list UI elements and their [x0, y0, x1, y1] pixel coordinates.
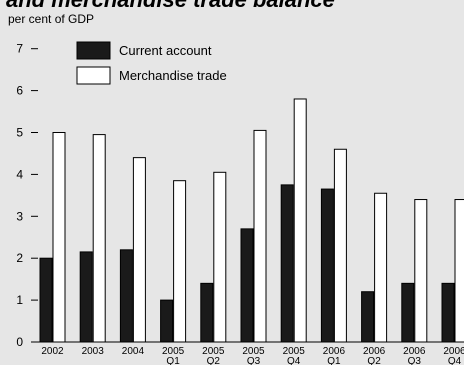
x-tick-label: Q3	[408, 356, 422, 365]
bar-merchandise-trade	[92, 134, 106, 343]
y-tick-label: 7	[16, 42, 23, 56]
y-tick-label: 6	[16, 84, 23, 98]
bar-merchandise-trade	[374, 192, 388, 343]
y-tick-label: 5	[16, 126, 23, 140]
legend-swatch-merchandise-trade	[76, 66, 111, 85]
chart-title: and merchandise trade balance	[6, 0, 335, 13]
legend-label-merchandise-trade: Merchandise trade	[119, 68, 227, 83]
bar-current-account	[240, 228, 254, 343]
bar-merchandise-trade	[333, 148, 347, 343]
legend-label-current-account: Current account	[119, 43, 212, 58]
bar-merchandise-trade	[454, 199, 464, 343]
bar-current-account	[361, 291, 375, 343]
x-tick-label: Q3	[247, 356, 261, 365]
bar-merchandise-trade	[173, 180, 187, 343]
bar-current-account	[160, 299, 174, 343]
x-tick-label: 2005	[162, 346, 185, 357]
bar-merchandise-trade	[52, 132, 66, 343]
bars	[39, 98, 464, 343]
x-tick-label: 2005	[202, 346, 225, 357]
x-tick-label: 2004	[122, 346, 145, 357]
x-tick-label: 2006	[323, 346, 346, 357]
y-tick-label: 1	[16, 293, 23, 307]
bar-merchandise-trade	[414, 199, 428, 343]
y-tick-label: 4	[16, 167, 23, 181]
bar-merchandise-trade	[253, 129, 267, 343]
x-tick-label: 2006	[363, 346, 386, 357]
bar-current-account	[401, 282, 415, 343]
x-tick-label: 2002	[41, 346, 64, 357]
y-tick-label: 2	[16, 251, 23, 265]
x-tick-label: 2006	[403, 346, 426, 357]
bar-merchandise-trade	[132, 157, 146, 343]
x-tick-label: 2005	[242, 346, 265, 357]
legend-swatch-current-account	[76, 41, 111, 60]
y-tick-label: 0	[16, 335, 23, 349]
bar-current-account	[280, 184, 294, 343]
x-tick-label: Q2	[207, 356, 221, 365]
bar-current-account	[39, 257, 53, 343]
x-tick-label: Q4	[287, 356, 301, 365]
bar-merchandise-trade	[213, 171, 227, 343]
bar-current-account	[119, 249, 133, 343]
bar-current-account	[320, 188, 334, 343]
x-axis-labels: 2002 2003 2004 2005Q12005Q22005Q32005Q42006…	[41, 346, 464, 365]
x-tick-label: Q2	[367, 356, 381, 365]
bar-current-account	[200, 282, 214, 343]
x-tick-label: 2003	[82, 346, 105, 357]
bar-current-account	[441, 282, 455, 343]
x-tick-label: Q1	[327, 356, 341, 365]
bar-current-account	[79, 251, 93, 343]
x-tick-label: 2006	[443, 346, 464, 357]
x-tick-label: 2005	[283, 346, 306, 357]
y-tick-label: 3	[16, 209, 23, 223]
bar-merchandise-trade	[293, 98, 307, 343]
x-tick-label: Q4	[448, 356, 462, 365]
x-tick-label: Q1	[166, 356, 180, 365]
y-unit-label: per cent of GDP	[8, 12, 95, 26]
legend: Current account Merchandise trade	[76, 41, 227, 85]
